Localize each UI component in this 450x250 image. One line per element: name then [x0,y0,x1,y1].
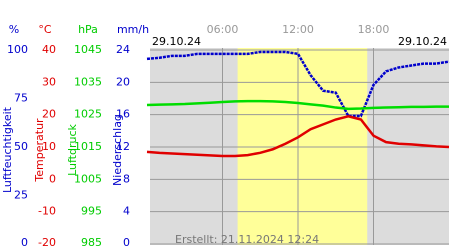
axis-title: Temperatur [33,118,46,183]
y-tick-label: 0 [123,236,130,249]
y-tick-label: 20 [116,75,130,88]
y-tick-label: 10 [42,140,56,153]
y-tick-label: 30 [42,75,56,88]
y-tick-label: 0 [49,172,56,185]
axis-title: Luftdruck [66,123,79,175]
y-tick-label: 1005 [74,172,102,185]
date-right: 29.10.24 [398,35,447,48]
y-tick-label: 985 [81,236,102,249]
axis-unit: °C [38,23,52,36]
y-tick-label: 20 [42,108,56,121]
axis-title: Niederschlag [111,114,124,186]
date-left: 29.10.24 [152,35,201,48]
x-tick-label: 06:00 [207,23,239,36]
y-tick-label: 0 [21,236,28,249]
axis-title: Luftfeuchtigkeit [1,106,14,193]
series-line [146,99,449,111]
y-tick-label: 1025 [74,108,102,121]
y-tick-label: 75 [14,92,28,105]
axis-unit: % [9,23,19,36]
y-tick-label: 24 [116,43,130,56]
background-layer [150,48,449,245]
x-tick-label: 12:00 [282,23,314,36]
y-tick-label: 1045 [74,43,102,56]
axis-unit: hPa [78,23,98,36]
y-tick-label: 50 [14,140,28,153]
y-tick-label: 40 [42,43,56,56]
series-line [146,50,450,118]
y-tick-label: 100 [7,43,28,56]
y-tick-label: 995 [81,205,102,218]
y-tick-label: 12 [116,140,130,153]
y-tick-label: 25 [14,189,28,202]
y-tick-label: 8 [123,172,130,185]
series-line [146,114,450,158]
y-tick-label: 4 [123,205,130,218]
y-tick-label: 16 [116,108,130,121]
y-tick-label: 1015 [74,140,102,153]
axis-unit: mm/h [117,23,149,36]
y-tick-label: -10 [38,205,56,218]
footer: Erstellt: 21.11.2024 12:24 [175,233,319,246]
y-tick-label: -20 [38,236,56,249]
y-tick-label: 1035 [74,75,102,88]
foreground-layer [146,50,450,158]
x-tick-label: 18:00 [358,23,390,36]
